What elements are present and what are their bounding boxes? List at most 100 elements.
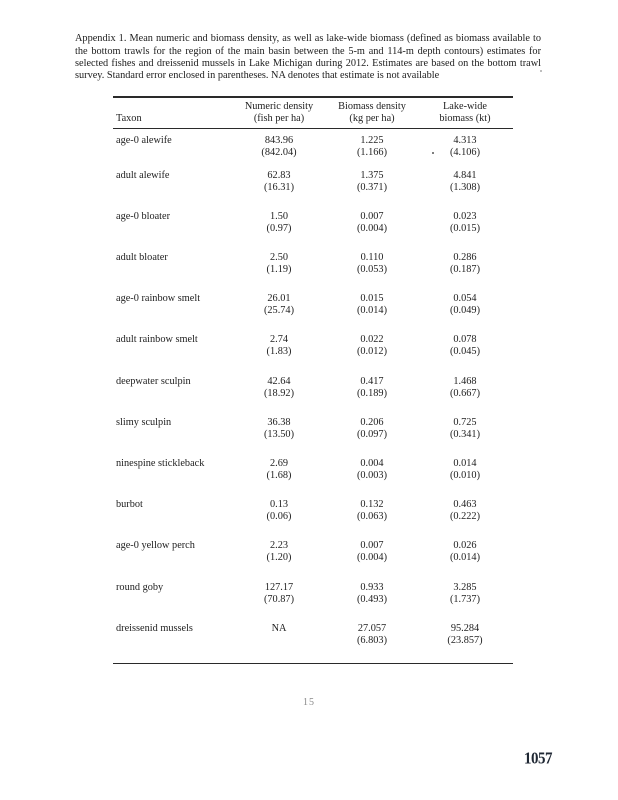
taxon-cell: age-0 rainbow smelt (116, 293, 201, 305)
table-row: age-0 rainbow smelt 26.01 (25.74) 0.015 … (113, 293, 513, 334)
value: 4.841 (453, 169, 477, 181)
taxon-cell: burbot (116, 499, 143, 511)
taxon-cell: slimy sculpin (116, 416, 172, 428)
standard-error: (1.20) (266, 552, 292, 564)
table-body: age-0 alewife 843.96 (842.04) 1.225 (1.1… (113, 129, 513, 706)
value: 2.74 (269, 334, 289, 346)
value: 62.83 (267, 169, 291, 181)
standard-error: (4.106) (449, 147, 481, 158)
standard-error: (0.371) (356, 181, 388, 193)
column-header-line2: (fish per ha) (253, 112, 305, 124)
numeric-density-cell: 42.64 (18.92) (231, 376, 327, 417)
table-row: dreissenid mussels NA 27.057 (6.803) 95.… (113, 623, 513, 664)
lakewide-biomass-cell: 95.284 (23.857) (417, 623, 513, 664)
value: 1.50 (269, 210, 289, 222)
value: 0.110 (360, 252, 384, 264)
biomass-density-cell: 1.375 (0.371) (327, 170, 417, 211)
scan-artifact-dot (432, 152, 434, 154)
numeric-density-cell: 62.83 (16.31) (231, 170, 327, 211)
standard-error: (70.87) (263, 593, 295, 605)
column-header-numeric-density: Numeric density (fish per ha) (231, 96, 327, 129)
taxon-cell: deepwater sculpin (116, 375, 191, 387)
standard-error: (13.50) (263, 428, 295, 440)
standard-error: (0.222) (449, 511, 481, 523)
taxon-cell: age-0 bloater (116, 210, 171, 222)
biomass-density-cell: 0.007 (0.004) (327, 211, 417, 252)
column-header-biomass-density: Biomass density (kg per ha) (327, 96, 417, 129)
taxon-cell: adult bloater (116, 252, 168, 264)
value: 0.933 (360, 581, 384, 593)
standard-error: (1.19) (266, 264, 292, 276)
taxon-cell: age-0 yellow perch (116, 540, 195, 552)
value: 0.13 (269, 499, 289, 511)
value: 0.007 (360, 210, 384, 222)
biomass-density-cell: 0.015 (0.014) (327, 293, 417, 334)
column-header-line1: Lake-wide (442, 101, 488, 112)
value: 0.417 (360, 375, 384, 387)
standard-error: (0.049) (449, 305, 481, 317)
numeric-density-cell: 127.17 (70.87) (231, 582, 327, 623)
value: 3.285 (453, 581, 477, 593)
stamp-page-number: 1057 (524, 749, 553, 769)
value: 0.725 (453, 416, 477, 428)
lakewide-biomass-cell: 0.286 (0.187) (417, 252, 513, 293)
standard-error: (0.97) (266, 222, 292, 234)
table-row: deepwater sculpin 42.64 (18.92) 0.417 (0… (113, 376, 513, 417)
lakewide-biomass-cell: 0.023 (0.015) (417, 211, 513, 252)
column-header-line2: biomass (kt) (439, 112, 491, 124)
biomass-density-cell: 0.007 (0.004) (327, 540, 417, 581)
value: 1.468 (453, 375, 477, 387)
biomass-density-cell: 0.022 (0.012) (327, 334, 417, 375)
taxon-cell: dreissenid mussels (116, 622, 193, 634)
lakewide-biomass-cell: 3.285 (1.737) (417, 582, 513, 623)
standard-error: (18.92) (263, 387, 295, 399)
biomass-density-cell: 0.933 (0.493) (327, 582, 417, 623)
standard-error: (1.68) (266, 470, 292, 481)
column-header-line1: Biomass density (338, 101, 406, 112)
standard-error: (0.341) (449, 428, 481, 440)
standard-error: (0.097) (356, 428, 388, 440)
value: 0.014 (453, 458, 477, 469)
value: 0.004 (360, 458, 384, 469)
numeric-density-cell: 2.74 (1.83) (231, 334, 327, 375)
numeric-density-cell: 0.13 (0.06) (231, 499, 327, 540)
standard-error: (0.003) (356, 470, 388, 481)
biomass-density-cell: 1.225 (1.166) (327, 129, 417, 170)
standard-error: (0.063) (356, 511, 388, 523)
value: 2.23 (269, 540, 289, 552)
value: 0.007 (360, 540, 384, 552)
scan-artifact-dot (540, 70, 542, 72)
table-row: round goby 127.17 (70.87) 0.933 (0.493) … (113, 582, 513, 623)
lakewide-biomass-cell: 0.026 (0.014) (417, 540, 513, 581)
lakewide-biomass-cell: 0.014 (0.010) (417, 458, 513, 499)
numeric-density-cell: 1.50 (0.97) (231, 211, 327, 252)
standard-error: (1.737) (449, 593, 481, 605)
value: 42.64 (267, 375, 291, 387)
taxon-cell: adult alewife (116, 169, 170, 181)
taxon-cell: adult rainbow smelt (116, 334, 198, 346)
standard-error: (0.004) (356, 552, 388, 564)
value: 0.078 (453, 334, 477, 346)
lakewide-biomass-cell: 4.313 (4.106) (417, 129, 513, 170)
standard-error: (0.493) (356, 593, 388, 605)
value: 0.015 (360, 293, 384, 305)
page-number: 15 (303, 697, 315, 708)
column-header-line1: Numeric density (244, 101, 314, 112)
value: 0.026 (453, 540, 477, 552)
lakewide-biomass-cell: 1.468 (0.667) (417, 376, 513, 417)
lakewide-biomass-cell: 0.078 (0.045) (417, 334, 513, 375)
biomass-density-cell: 0.110 (0.053) (327, 252, 417, 293)
standard-error: (1.308) (449, 181, 481, 193)
numeric-density-cell: 2.69 (1.68) (231, 458, 327, 499)
value: 0.132 (360, 499, 384, 511)
table-row: burbot 0.13 (0.06) 0.132 (0.063) 0.463 (… (113, 499, 513, 540)
table-row: adult rainbow smelt 2.74 (1.83) 0.022 (0… (113, 334, 513, 375)
table-row: adult alewife 62.83 (16.31) 1.375 (0.371… (113, 170, 513, 211)
table-row: age-0 yellow perch 2.23 (1.20) 0.007 (0.… (113, 540, 513, 581)
biomass-density-cell: 0.004 (0.003) (327, 458, 417, 499)
standard-error: (0.053) (356, 264, 388, 276)
value: 1.375 (360, 169, 384, 181)
column-header-lakewide-biomass: Lake-wide biomass (kt) (417, 96, 513, 129)
numeric-density-cell: 843.96 (842.04) (231, 129, 327, 170)
taxon-cell: round goby (116, 581, 164, 593)
